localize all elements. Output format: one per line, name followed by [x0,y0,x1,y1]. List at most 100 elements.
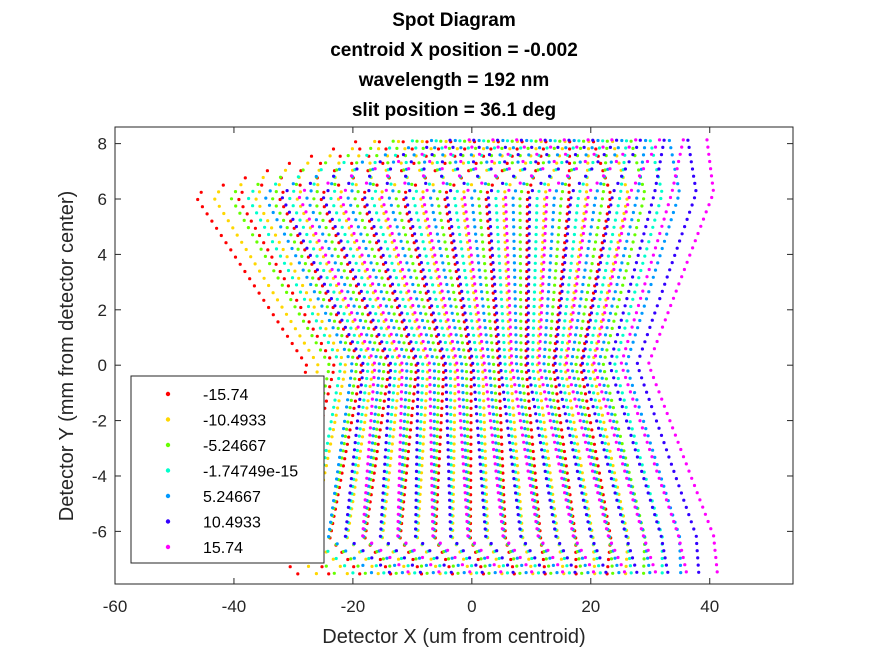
data-point [518,197,522,201]
data-point [435,434,439,438]
data-point [658,231,662,236]
data-point [428,383,432,387]
data-point [625,476,629,480]
data-point [407,333,411,337]
data-point [565,174,570,178]
data-point [487,362,491,366]
data-point [495,318,499,322]
data-point [476,376,481,381]
data-point [380,276,384,280]
data-point [374,405,378,409]
data-point [488,563,492,568]
data-point [349,203,353,207]
data-point [312,305,316,309]
data-point [432,463,436,467]
data-point [573,225,577,229]
data-point [431,283,435,287]
data-point [466,333,470,337]
data-point [342,312,346,316]
data-point [460,376,464,380]
data-point [603,441,607,445]
data-point [478,325,482,329]
data-point [288,565,292,569]
data-point [528,203,532,207]
data-point [340,318,344,322]
data-point [452,428,456,432]
data-point [382,297,386,301]
data-point [355,392,359,396]
data-point [482,254,486,258]
data-point [540,448,544,452]
data-point [481,392,486,396]
data-point [544,376,548,380]
data-point [383,565,388,569]
data-point [478,462,482,466]
data-point [496,145,500,149]
data-point [521,433,525,437]
data-point [491,412,496,416]
data-point [389,203,393,207]
data-point [611,232,615,237]
data-point [343,434,347,438]
data-point [385,556,389,560]
data-point [603,355,607,359]
data-point [461,204,465,208]
data-point [306,564,311,569]
data-point [535,204,539,208]
data-point [285,212,289,216]
data-point [290,246,294,251]
data-point [435,325,439,329]
data-point [487,404,491,408]
data-point [606,534,610,538]
data-point [428,411,433,416]
data-point [415,565,419,569]
data-point [469,406,473,410]
data-point [636,326,640,330]
data-point [660,325,665,329]
data-point [514,442,518,446]
data-point [299,305,303,310]
data-point [387,325,391,329]
data-point [304,291,309,295]
data-point [283,168,288,172]
data-point [610,196,614,200]
data-point [707,152,711,156]
data-point [430,498,434,502]
data-point [527,239,531,243]
data-point [612,225,616,229]
data-point [447,355,451,359]
data-point [424,181,428,185]
data-point [496,325,500,329]
data-point [559,449,564,453]
data-point [318,290,322,294]
data-point [590,167,594,171]
data-point [640,204,644,208]
data-point [337,161,341,165]
data-point [650,318,654,322]
data-point [476,426,480,430]
data-point [513,275,517,279]
data-point [593,377,597,381]
data-point [689,520,693,524]
data-point [492,563,496,567]
data-point [543,182,547,186]
data-point [547,160,551,164]
data-point [509,557,513,562]
data-point [470,319,474,323]
legend-marker [165,493,171,499]
data-point [253,262,257,266]
data-point [412,333,416,337]
data-point [462,261,466,265]
data-point [377,406,381,410]
data-point [350,182,355,186]
data-point [544,557,548,561]
data-point [544,190,548,194]
data-point [488,411,492,416]
data-point [639,268,643,273]
data-point [567,392,571,396]
data-point [468,239,472,243]
data-point [390,282,395,286]
data-point [576,442,580,446]
data-point [684,462,688,466]
data-point [598,369,602,373]
